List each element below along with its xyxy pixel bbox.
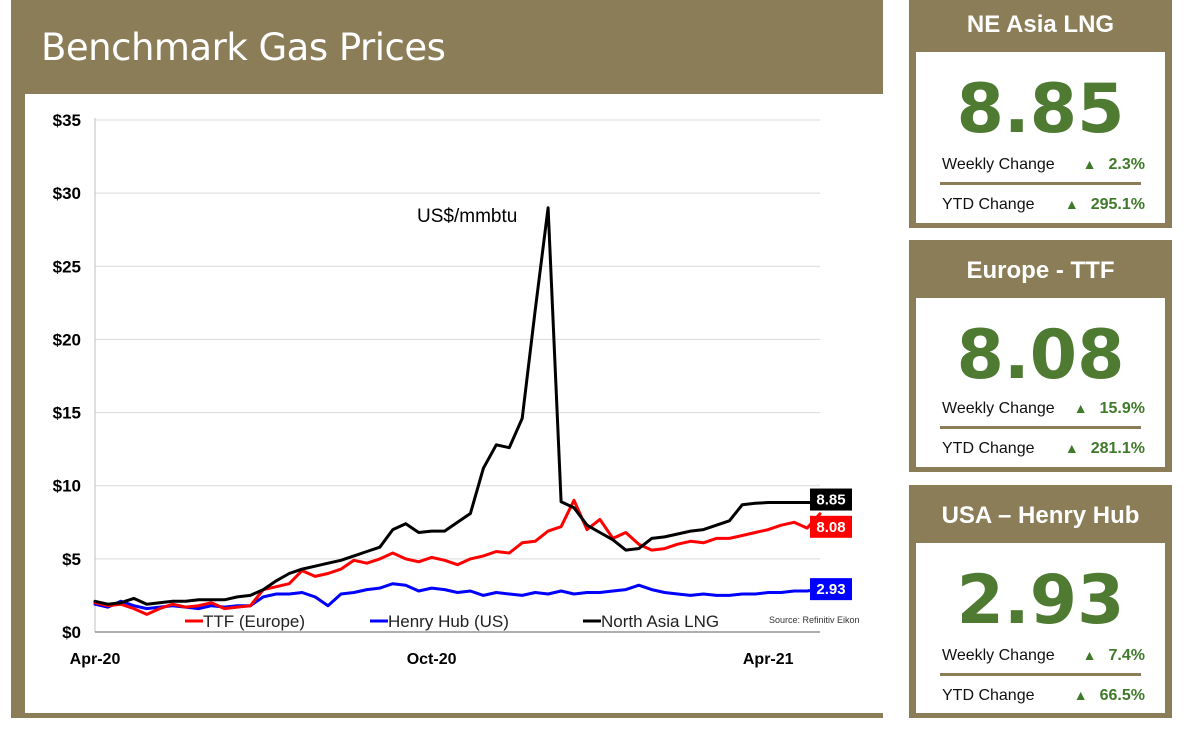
card-title: Europe - TTF (966, 257, 1115, 284)
legend-entry: TTF (Europe) (203, 612, 305, 631)
ytd-change-label: YTD Change (942, 687, 1035, 704)
legend-entry: North Asia LNG (601, 612, 719, 631)
series-lines (93, 206, 822, 616)
weekly-change-pct: 2.3% (1108, 156, 1145, 173)
price-value: 8.08 (956, 316, 1125, 395)
card-body: 2.93 Weekly Change ▲ 7.4% YTD Change ▲ 66.… (916, 543, 1165, 713)
end-label-box (810, 578, 852, 601)
end-label-box (810, 488, 852, 511)
x-tick-label: Apr-21 (743, 651, 794, 668)
source-note: Source: Refinitiv Eikon (769, 615, 860, 625)
up-arrow-icon: ▲ (1082, 156, 1097, 172)
unit-annotation: US$/mmbtu (417, 206, 517, 227)
card-title: USA – Henry Hub (941, 502, 1140, 529)
card-title: NE Asia LNG (966, 11, 1115, 38)
up-arrow-icon: ▲ (1064, 440, 1079, 456)
divider (940, 673, 1141, 676)
ytd-change-pct: 66.5% (1099, 687, 1145, 704)
chart-panel: Benchmark Gas Prices $0 $5 $10 $15 $20 $25 $30… (11, 0, 889, 718)
x-tick-label: Oct-20 (407, 651, 457, 668)
up-arrow-icon: ▲ (1082, 647, 1097, 663)
y-tick-label: $25 (53, 257, 81, 276)
divider (940, 426, 1141, 429)
series-line-ttf-europe (93, 498, 822, 616)
y-tick-label: $10 (53, 477, 81, 496)
weekly-change-label: Weekly Change (942, 647, 1055, 664)
grid (95, 119, 820, 560)
end-label-box (810, 515, 852, 538)
card-ne-asia-lng: NE Asia LNG 8.85 Weekly Change ▲ 2.3% YTD… (909, 0, 1172, 228)
series-line-north-asia-lng (93, 206, 822, 606)
legend-entry: Henry Hub (US) (388, 612, 509, 631)
y-tick-label: $30 (53, 184, 81, 203)
end-label-value: 2.93 (816, 581, 845, 598)
card-body: 8.08 Weekly Change ▲ 15.9% YTD Change ▲ 28… (916, 298, 1165, 467)
page-title: Benchmark Gas Prices (41, 26, 446, 69)
weekly-change-value: ▲ 15.9% (1074, 400, 1145, 418)
y-tick-label: $0 (62, 623, 81, 642)
price-value: 8.85 (956, 70, 1125, 149)
up-arrow-icon: ▲ (1064, 196, 1079, 212)
up-arrow-icon: ▲ (1073, 400, 1088, 416)
card-body: 8.85 Weekly Change ▲ 2.3% YTD Change ▲ 295… (916, 52, 1165, 223)
y-tick-label: $15 (53, 404, 81, 423)
weekly-change-value: ▲ 7.4% (1083, 647, 1145, 665)
price-value: 2.93 (956, 561, 1125, 640)
ytd-change-label: YTD Change (942, 196, 1035, 213)
end-label-value: 8.08 (816, 519, 845, 536)
gas-price-chart: $0 $5 $10 $15 $20 $25 $30 $35 Apr-20 Oct-20 Apr-21… (53, 111, 860, 668)
card-europe-ttf: Europe - TTF 8.08 Weekly Change ▲ 15.9% Y… (909, 240, 1172, 472)
ytd-change-value: ▲ 295.1% (1065, 196, 1145, 214)
card-usa-henry-hub: USA – Henry Hub 2.93 Weekly Change ▲ 7.4%… (909, 485, 1172, 718)
ytd-change-pct: 281.1% (1090, 440, 1145, 457)
axes: $0 $5 $10 $15 $20 $25 $30 $35 Apr-20 Oct-20 Apr-21 (53, 111, 820, 668)
legend: TTF (Europe) Henry Hub (US) North Asia LNG (185, 612, 719, 631)
y-tick-label: $5 (62, 550, 81, 569)
weekly-change-pct: 15.9% (1099, 400, 1145, 417)
ytd-change-label: YTD Change (942, 440, 1035, 457)
x-tick-label: Apr-20 (70, 651, 121, 668)
y-tick-label: $35 (53, 111, 81, 130)
y-tick-label: $20 (53, 330, 81, 349)
ytd-change-pct: 295.1% (1090, 196, 1145, 213)
ytd-change-value: ▲ 281.1% (1065, 440, 1145, 458)
ytd-change-value: ▲ 66.5% (1074, 687, 1145, 705)
end-label-value: 8.85 (816, 492, 845, 509)
weekly-change-label: Weekly Change (942, 400, 1055, 417)
weekly-change-value: ▲ 2.3% (1083, 156, 1145, 174)
weekly-change-label: Weekly Change (942, 156, 1055, 173)
weekly-change-pct: 7.4% (1108, 647, 1145, 664)
end-labels: 8.08 2.93 8.85 (810, 488, 852, 601)
divider (940, 182, 1141, 185)
chart-area: $0 $5 $10 $15 $20 $25 $30 $35 Apr-20 Oct-20 Apr-21… (25, 94, 889, 713)
up-arrow-icon: ▲ (1073, 687, 1088, 703)
